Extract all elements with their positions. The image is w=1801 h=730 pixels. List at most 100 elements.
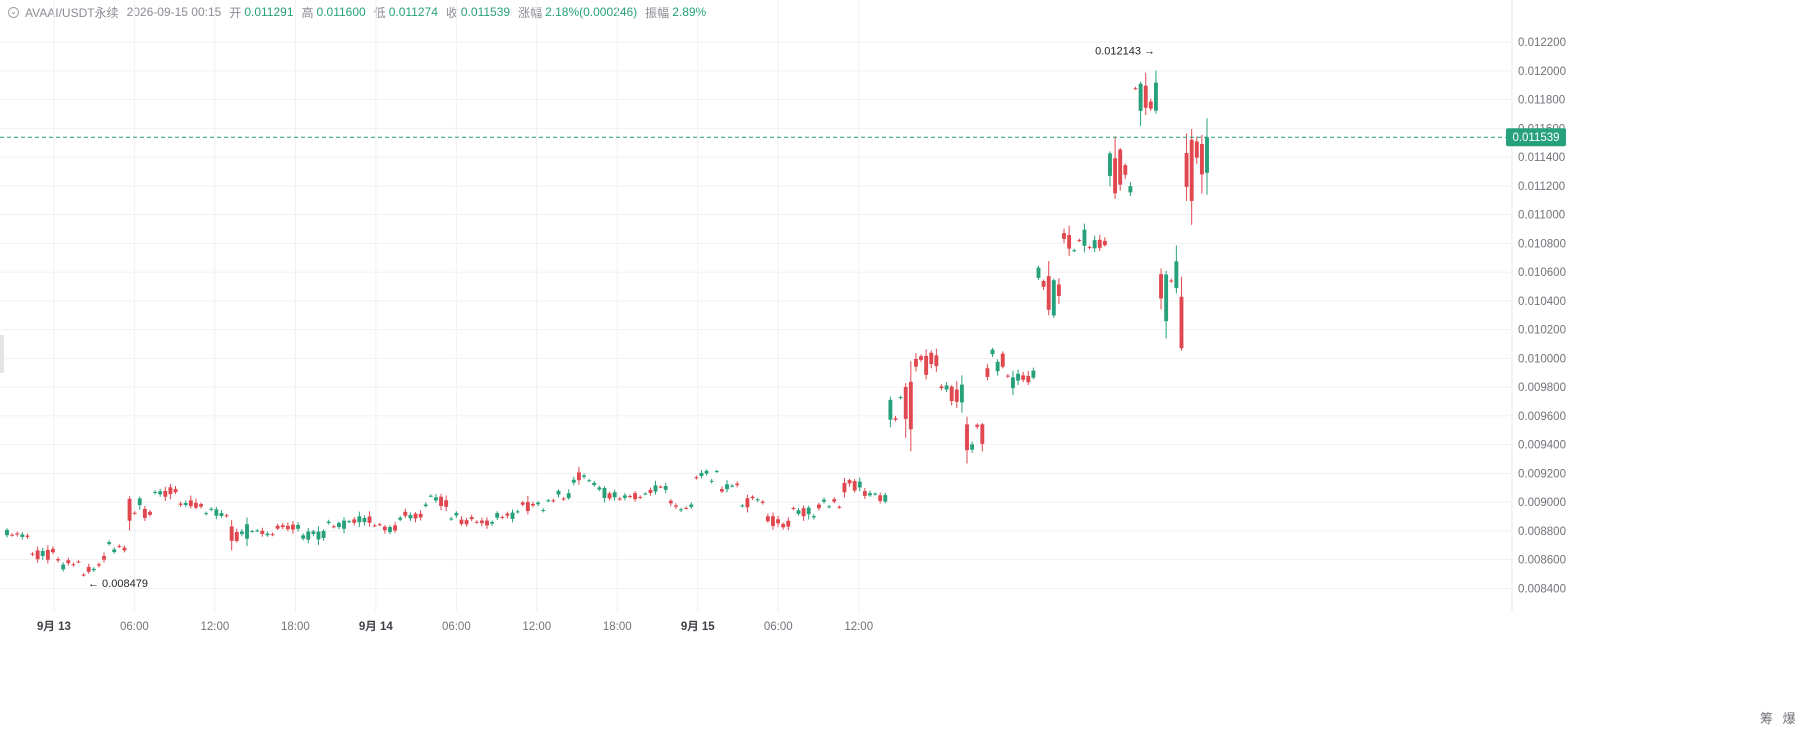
candle [1036, 265, 1041, 280]
candle-body [1000, 353, 1005, 367]
candle-body [428, 495, 433, 497]
candle [1051, 278, 1056, 318]
candle-body [1113, 158, 1118, 194]
candle [541, 508, 546, 513]
candle-body [1148, 101, 1153, 109]
candle-body [551, 500, 556, 502]
candle-body [45, 549, 50, 560]
candle [1199, 134, 1204, 194]
chip-distribution-button[interactable]: 筹 [1760, 711, 1774, 726]
candle-body [1118, 149, 1123, 185]
candle-body [1097, 239, 1102, 248]
candle-body [750, 496, 755, 499]
price-tick-label: 0.011800 [1518, 95, 1565, 107]
candle-body [285, 525, 290, 530]
candle [20, 532, 25, 540]
candle-body [245, 524, 249, 539]
candle [311, 529, 316, 537]
change-value: 2.18%(0.000246) [545, 5, 638, 19]
candle [1113, 136, 1118, 200]
candle [1011, 370, 1015, 396]
candle [193, 498, 198, 510]
time-axis[interactable]: 9月 13 06:00 12:00 18:00 9月 14 06:00 12:00 18:00… [37, 620, 873, 633]
price-axis[interactable]: 0.0122000.0120000.0118000.0116000.011400… [1506, 37, 1566, 595]
candle [745, 494, 750, 513]
candle [816, 502, 821, 511]
candle-body [576, 472, 581, 481]
candle-body [193, 502, 198, 508]
candle [959, 375, 964, 413]
candle [459, 516, 464, 526]
candle [204, 511, 209, 516]
price-tick-label: 0.011000 [1518, 210, 1565, 222]
candle-body [857, 481, 862, 488]
candle [306, 527, 311, 544]
candle-body [531, 503, 535, 506]
candle [153, 490, 158, 495]
candle [1179, 276, 1184, 351]
candle [730, 484, 735, 488]
candle-body [704, 470, 709, 474]
candle-body [1046, 276, 1051, 310]
candle-body [883, 495, 888, 502]
candle [1005, 373, 1010, 378]
price-tick-label: 0.009400 [1518, 440, 1566, 452]
candle [735, 481, 740, 488]
candle [868, 490, 872, 497]
candle [255, 528, 260, 533]
candle [694, 475, 699, 480]
candle [117, 544, 122, 549]
candle-body [76, 561, 81, 563]
candle [372, 523, 377, 528]
candle [316, 526, 321, 545]
candle [1041, 279, 1046, 291]
candle-body [234, 531, 239, 542]
price-tick-label: 0.012000 [1518, 66, 1566, 78]
price-tick-label: 0.010200 [1518, 325, 1566, 337]
candle-body [658, 486, 663, 488]
candle-body [893, 418, 898, 420]
candle-body [423, 504, 428, 507]
candle [857, 477, 862, 492]
candle-body [25, 535, 30, 537]
candle-body [449, 518, 454, 520]
candle [239, 528, 244, 537]
candle-body [239, 531, 244, 535]
candle [576, 466, 581, 485]
last-price-tag-bg [1506, 128, 1566, 147]
candle-body [1087, 247, 1092, 249]
candle-body [1005, 375, 1010, 377]
candle [602, 486, 607, 503]
candle-body [755, 499, 760, 501]
candle [413, 512, 418, 523]
candle [566, 489, 571, 500]
candle-body [765, 516, 770, 522]
candle-body [342, 520, 346, 529]
candle [531, 501, 535, 508]
candle [888, 396, 893, 428]
candle [40, 547, 45, 560]
candle [939, 384, 944, 391]
collapse-icon[interactable]: ⌄ [8, 6, 19, 18]
candle [847, 478, 852, 487]
candle-body [127, 498, 132, 521]
liquidation-button[interactable]: 爆 [1782, 711, 1796, 726]
candle [408, 512, 413, 522]
candle-body [587, 480, 592, 482]
candle-body [229, 526, 234, 541]
candle-body [35, 550, 40, 560]
candle [423, 502, 428, 508]
candle-body [153, 492, 158, 494]
candle-body [622, 495, 627, 498]
candle [1087, 245, 1092, 250]
candle-body [1194, 141, 1199, 158]
candle [919, 354, 923, 363]
candle-body [357, 516, 362, 523]
candle [699, 470, 704, 479]
candle-body [944, 385, 949, 390]
left-panel-toggle[interactable] [0, 335, 4, 373]
candle [903, 383, 908, 438]
candle-body [296, 524, 301, 529]
candle [827, 504, 832, 509]
